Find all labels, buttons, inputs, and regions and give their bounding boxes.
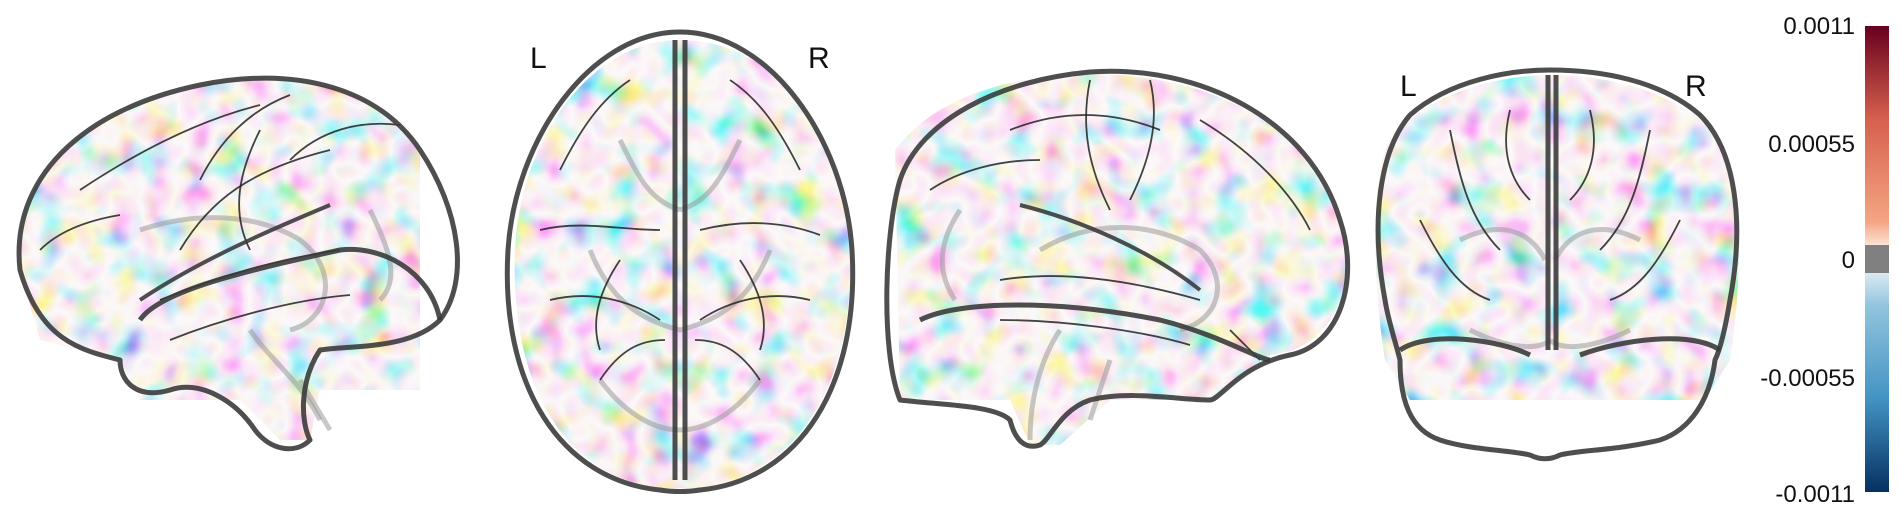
left-sagittal-temporal-outline: [137, 246, 443, 322]
right-sagittal-temporal-outline: [918, 302, 1271, 363]
coronal-right-label: R: [1685, 70, 1707, 103]
axial-ghost-structures: [587, 138, 773, 433]
right-sagittal-ghost-structures: [939, 208, 1220, 441]
coronal-sulci: [1419, 109, 1681, 301]
coronal-outline: [1375, 67, 1740, 462]
left-sagittal-outline: [16, 75, 460, 452]
coronal-left-label: L: [1400, 70, 1417, 103]
activation-map-axial: [514, 40, 851, 488]
colorbar-tick-label: 0.0011: [1783, 13, 1855, 40]
right-sagittal-view: [884, 68, 1351, 449]
axial-view: L R: [504, 29, 856, 494]
right-sagittal-outline: [884, 68, 1351, 449]
left-sagittal-sylvian-fissure: [138, 203, 331, 302]
colorbar-tick-label: -0.0011: [1775, 481, 1855, 508]
activation-map-left-sagittal: [19, 78, 420, 441]
axial-sulci: [539, 79, 821, 381]
colorbar-gradient: [1865, 26, 1889, 492]
axial-midline: [672, 40, 688, 480]
coronal-midline: [1545, 75, 1559, 350]
left-sagittal-view: [16, 75, 460, 452]
axial-outline: [504, 29, 856, 494]
colorbar-tick-label: -0.00055: [1760, 365, 1855, 392]
right-sagittal-sylvian-fissure: [1019, 203, 1202, 292]
coronal-view: L R: [1375, 67, 1740, 462]
colorbar-tick-label: 0: [1842, 247, 1855, 274]
colorbar-tick-label: 0.00055: [1768, 131, 1855, 158]
right-sagittal-sulci: [929, 79, 1311, 361]
axial-left-label: L: [530, 42, 547, 75]
coronal-cerebellum-outline: [1398, 336, 1722, 358]
colorbar: 0.0011 0.00055 0 -0.00055 -0.0011: [1760, 13, 1889, 508]
axial-right-label: R: [808, 42, 830, 75]
